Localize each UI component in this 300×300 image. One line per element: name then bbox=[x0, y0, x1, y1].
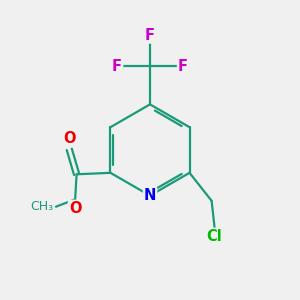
Text: F: F bbox=[112, 58, 122, 74]
Text: N: N bbox=[144, 188, 156, 203]
Text: O: O bbox=[69, 201, 81, 216]
Text: Cl: Cl bbox=[207, 229, 222, 244]
Text: CH₃: CH₃ bbox=[31, 200, 54, 213]
Text: F: F bbox=[178, 58, 188, 74]
Text: F: F bbox=[145, 28, 155, 43]
Text: O: O bbox=[63, 131, 76, 146]
